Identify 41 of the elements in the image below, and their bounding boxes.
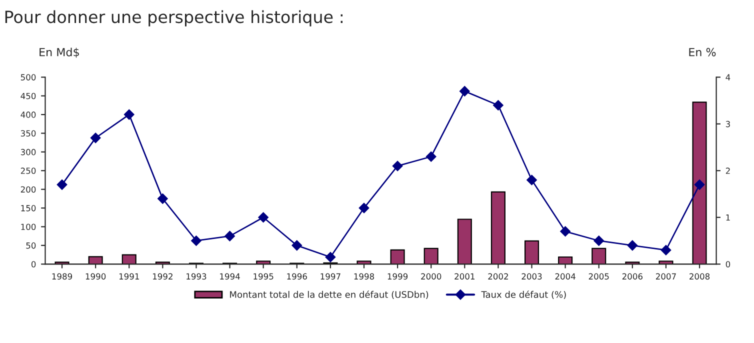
- y-tick-label: 350: [20, 130, 36, 137]
- y-tick-label: 250: [20, 168, 36, 174]
- y-axis-title: En Md$: [40, 48, 79, 58]
- x-tick-label: 2002: [488, 273, 508, 280]
- y-tick-label: 400: [20, 112, 36, 118]
- y2-tick-label: 4: [726, 74, 730, 80]
- x-tick-label: 2007: [656, 273, 676, 280]
- legend-label: Montant total de la dette en défaut (USDbn): [230, 290, 428, 299]
- x-tick-label: 1989: [52, 273, 72, 280]
- x-tick-label: 2000: [421, 273, 442, 280]
- y-tick-label: 500: [20, 74, 36, 80]
- x-tick-label: 2008: [690, 273, 710, 280]
- y-tick-label: 50: [26, 242, 36, 249]
- x-tick-label: 2004: [555, 273, 576, 280]
- x-tick-label: 2001: [454, 273, 474, 280]
- y2-tick-label: 3: [726, 120, 730, 128]
- y-tick-label: 200: [20, 186, 36, 193]
- y2-axis-title: En %: [689, 48, 716, 56]
- x-tick-label: 2006: [622, 273, 642, 280]
- x-tick-label: 1996: [287, 273, 307, 280]
- x-tick-label: 1994: [220, 273, 240, 280]
- chart-title: Pour donner une perspective historique :: [5, 10, 343, 26]
- y-tick-label: 0: [31, 261, 36, 268]
- y2-tick-label: 2: [726, 168, 730, 174]
- y2-tick-label: 0: [726, 261, 730, 268]
- x-tick-label: 1995: [254, 273, 274, 280]
- x-tick-label: 1998: [354, 273, 374, 280]
- x-tick-label: 1992: [152, 273, 172, 280]
- y-tick-label: 150: [21, 205, 36, 212]
- x-tick-label: 1990: [86, 273, 106, 280]
- y-tick-label: 300: [20, 148, 36, 156]
- x-tick-label: 2005: [588, 273, 609, 280]
- legend-label: Taux de défaut (%): [481, 290, 566, 299]
- y-tick-label: 450: [20, 92, 36, 100]
- x-tick-label: 2003: [522, 273, 542, 280]
- y-tick-label: 100: [21, 224, 36, 230]
- x-tick-label: 1991: [119, 273, 139, 280]
- x-tick-label: 1999: [388, 273, 408, 280]
- x-tick-label: 1993: [186, 273, 206, 280]
- x-tick-label: 1997: [320, 273, 340, 280]
- y2-tick-label: 1: [726, 214, 730, 221]
